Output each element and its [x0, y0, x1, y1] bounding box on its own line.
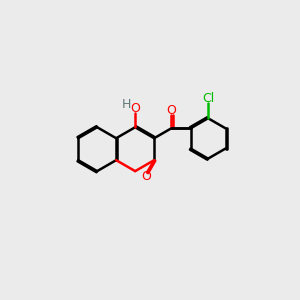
Text: Cl: Cl [202, 92, 214, 105]
Text: O: O [166, 104, 176, 117]
Text: H: H [122, 98, 131, 111]
Text: O: O [130, 102, 140, 115]
Text: O: O [141, 170, 151, 183]
